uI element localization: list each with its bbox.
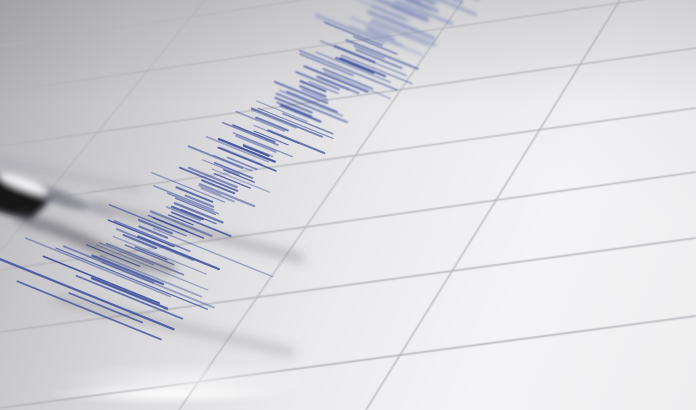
seismic-trace [0, 0, 480, 341]
trace-strokes-farblur [314, 0, 480, 56]
stylus-crescent-shadow [14, 212, 176, 274]
trace-strokes-midblur [273, 21, 419, 124]
